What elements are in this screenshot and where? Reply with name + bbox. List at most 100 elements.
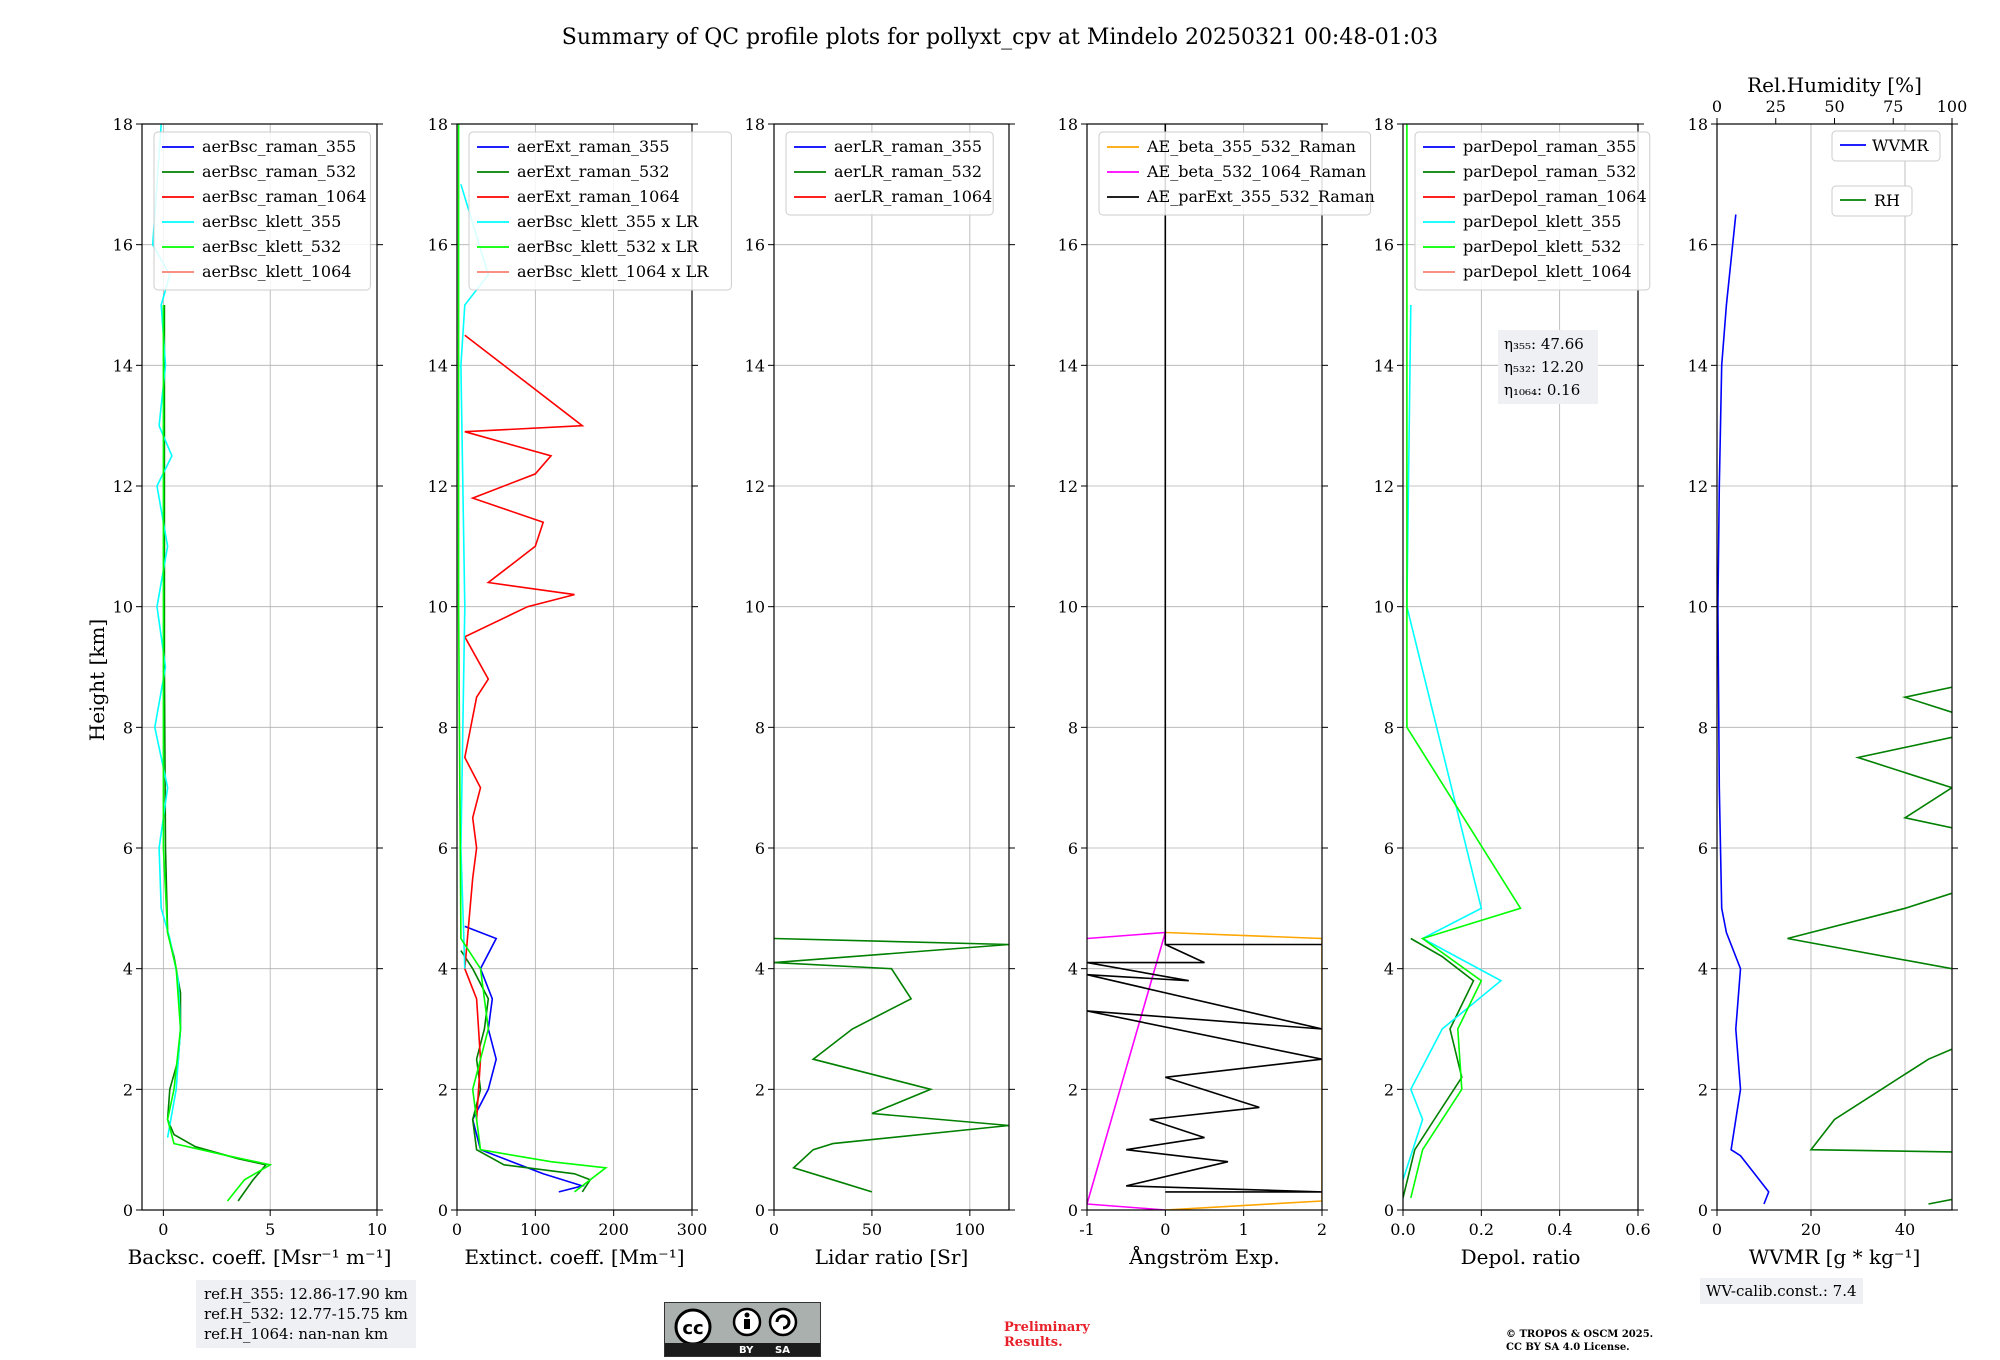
legend-label: aerBsc_klett_355 x LR [517, 212, 699, 231]
y-tick-label: 16 [113, 236, 133, 255]
x-tick-label: 0.6 [1625, 1220, 1650, 1239]
axes-frame [456, 123, 693, 1211]
x-tick-label: 40 [1895, 1220, 1915, 1239]
eta-value: η₅₃₂: 12.20 [1504, 358, 1584, 376]
axes-frame [773, 123, 1010, 1211]
axes-frame [1716, 123, 1953, 1211]
ref-height-box: ref.H_355: 12.86-17.90 km ref.H_532: 12.… [196, 1280, 416, 1348]
y-tick-label: 8 [438, 718, 448, 737]
cc-by-label: BY [739, 1345, 754, 1356]
legend-label: WVMR [1872, 136, 1929, 155]
legend-label: AE_beta_532_1064_Raman [1146, 162, 1366, 181]
y-tick-label: 12 [428, 477, 448, 496]
series-ae-beta-532-1064-raman [1087, 931, 1167, 1210]
cc-license-badge: cc BY SA [664, 1302, 821, 1357]
sa-share-icon [768, 1307, 798, 1337]
y-tick-label: 18 [1374, 115, 1394, 134]
y-tick-label: 6 [1384, 839, 1394, 858]
y-tick-label: 0 [1068, 1201, 1078, 1220]
x-tick-label: 0.2 [1469, 1220, 1494, 1239]
y-tick-label: 12 [113, 477, 133, 496]
series-pardepol-klett-532 [1406, 124, 1522, 1199]
y-tick-label: 6 [1068, 839, 1078, 858]
y-tick-label: 18 [745, 115, 765, 134]
x-tick-label: 2 [1317, 1220, 1327, 1239]
series-aerext-raman-532 [460, 950, 592, 1193]
series-rh [1787, 686, 1952, 1205]
x-tick-label: 0 [452, 1220, 462, 1239]
legend-label: aerExt_raman_1064 [517, 187, 680, 206]
x-axis-label: Extinct. coeff. [Mm⁻¹] [464, 1245, 684, 1269]
series-ae-parext-355-532-raman [1087, 124, 1322, 1193]
legend-label: aerBsc_klett_532 [202, 237, 341, 256]
x-axis-label: WVMR [g * kg⁻¹] [1749, 1245, 1921, 1269]
series-pardepol-klett-355 [1403, 304, 1503, 1181]
y-tick-label: 6 [123, 839, 133, 858]
y-tick-label: 0 [1384, 1201, 1394, 1220]
x-tick-label: 50 [862, 1220, 882, 1239]
y-tick-label: 2 [123, 1080, 133, 1099]
y-tick-label: 8 [123, 718, 133, 737]
legend: AE_beta_355_532_Raman AE_beta_532_1064_Ra… [1098, 131, 1375, 216]
series-aerbsc-klett-532-x-lr [457, 124, 608, 1193]
y-tick-label: 6 [438, 839, 448, 858]
x-tick-label: 0 [769, 1220, 779, 1239]
legend-label: aerBsc_raman_1064 [202, 187, 367, 206]
legend-label: aerBsc_klett_532 x LR [517, 237, 699, 256]
legend-label: RH [1874, 191, 1900, 210]
legend: parDepol_raman_355 parDepol_raman_532 parD… [1414, 131, 1651, 291]
legend-box [1831, 185, 1913, 217]
legend-box [1414, 131, 1651, 291]
legend-label: AE_parExt_355_532_Raman [1146, 187, 1375, 206]
y-tick-label: 10 [1058, 598, 1078, 617]
top-x-tick-label: 75 [1883, 97, 1903, 116]
legend-label: parDepol_klett_1064 [1463, 262, 1632, 281]
x-tick-label: 0.4 [1547, 1220, 1572, 1239]
panel-1: 0 2 4 6 8 10 12 14 16 18 0 5 10 Backsc. coeff. [Msr⁻¹… [113, 115, 392, 1269]
svg-text:cc: cc [682, 1318, 703, 1339]
ref-h-1064: ref.H_1064: nan-nan km [204, 1325, 389, 1343]
y-tick-label: 10 [1374, 598, 1394, 617]
y-tick-label: 14 [428, 356, 448, 375]
cc-icon: cc [674, 1308, 712, 1343]
eta-box [1498, 330, 1598, 404]
panel-5: 0 2 4 6 8 10 12 14 16 18 0.0 0.2 0.4 0.6 Depol. ratio p… [1374, 115, 1651, 1269]
y-tick-label: 4 [755, 960, 765, 979]
legend-box [1098, 131, 1372, 216]
x-tick-label: -1 [1079, 1220, 1095, 1239]
y-tick-label: 16 [1374, 236, 1394, 255]
y-tick-label: 18 [428, 115, 448, 134]
y-tick-label: 12 [1058, 477, 1078, 496]
x-tick-label: 0 [1160, 1220, 1170, 1239]
copyright-note: © TROPOS & OSCM 2025. CC BY SA 4.0 Licen… [1506, 1328, 1653, 1354]
y-tick-label: 2 [1698, 1080, 1708, 1099]
y-tick-label: 14 [1688, 356, 1708, 375]
x-tick-label: 10 [367, 1220, 387, 1239]
y-tick-label: 12 [1688, 477, 1708, 496]
y-tick-label: 10 [113, 598, 133, 617]
top-x-tick-label: 25 [1766, 97, 1786, 116]
x-axis-label: Ångström Exp. [1128, 1244, 1279, 1269]
y-tick-label: 14 [745, 356, 765, 375]
ref-h-355: ref.H_355: 12.86-17.90 km [204, 1285, 408, 1303]
y-axis-label: Height [km] [85, 619, 109, 741]
x-tick-label: 200 [598, 1220, 629, 1239]
eta-value: η₁₀₆₄: 0.16 [1504, 381, 1580, 399]
x-axis-label: Lidar ratio [Sr] [815, 1245, 969, 1269]
legend-label: parDepol_raman_355 [1463, 137, 1636, 156]
legend: aerExt_raman_355 aerExt_raman_532 aerExt_r… [468, 131, 732, 291]
series-ae-beta-355-532-raman [1165, 931, 1322, 1210]
series-aerbsc-klett-532 [162, 305, 273, 1202]
x-tick-label: 0 [158, 1220, 168, 1239]
top-x-tick-label: 50 [1824, 97, 1844, 116]
legend-label: aerLR_raman_1064 [834, 187, 992, 206]
y-tick-label: 2 [755, 1080, 765, 1099]
legend-label: parDepol_klett_532 [1463, 237, 1621, 256]
legend: aerLR_raman_355 aerLR_raman_532 aerLR_rama… [785, 131, 994, 216]
series-aerlr-raman-532 [774, 937, 1009, 1193]
legend-label: aerBsc_klett_1064 [202, 262, 351, 281]
y-tick-label: 10 [745, 598, 765, 617]
top-x-tick-label: 0 [1712, 97, 1722, 116]
y-tick-label: 0 [123, 1201, 133, 1220]
